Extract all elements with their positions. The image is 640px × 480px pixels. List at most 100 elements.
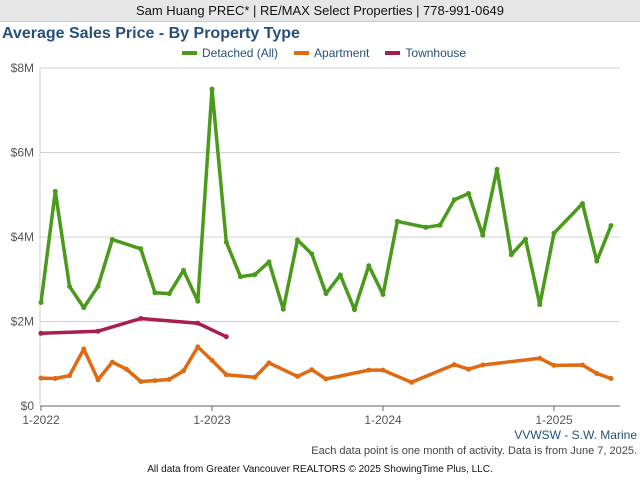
data-point-apartment[interactable] [409,379,414,385]
data-point-detached[interactable] [437,222,443,228]
data-point-detached[interactable] [508,252,514,258]
data-point-apartment[interactable] [537,355,543,361]
data-point-apartment[interactable] [52,376,58,381]
x-tick-label-2024: 1-2024 [364,413,402,427]
legend-item-townhouse[interactable]: Townhouse [385,46,466,60]
data-point-apartment[interactable] [480,362,486,368]
data-point-detached[interactable] [594,258,600,264]
data-point-apartment[interactable] [466,366,471,372]
data-point-detached[interactable] [280,306,286,312]
x-tick-label-2023: 1-2023 [193,413,231,427]
legend-swatch-townhouse [385,51,401,55]
header-bar: Sam Huang PREC* | RE/MAX Select Properti… [0,0,640,22]
data-point-apartment[interactable] [152,378,158,384]
data-point-detached[interactable] [166,291,172,297]
data-point-apartment[interactable] [380,367,386,373]
data-point-detached[interactable] [95,283,101,289]
data-point-detached[interactable] [466,191,471,196]
data-point-apartment[interactable] [309,367,315,373]
data-point-detached[interactable] [494,166,500,172]
data-point-apartment[interactable] [95,377,101,383]
data-point-detached[interactable] [38,300,44,305]
data-point-townhouse[interactable] [223,334,229,340]
data-point-detached[interactable] [81,305,87,311]
data-point-apartment[interactable] [38,375,44,381]
legend-swatch-apartment [294,51,310,55]
data-point-apartment[interactable] [181,368,186,374]
y-axis: $0 $2M $4M $6M $8M [11,61,35,413]
data-point-detached[interactable] [580,201,585,207]
data-point-apartment[interactable] [551,362,557,368]
data-point-townhouse[interactable] [95,328,101,334]
data-point-detached[interactable] [266,259,272,265]
x-axis: 1-2022 1-2023 1-2024 1-2025 [22,406,573,427]
data-point-apartment[interactable] [323,376,329,382]
x-tick-label-2025: 1-2025 [535,413,573,427]
data-point-detached[interactable] [394,218,400,224]
data-point-townhouse[interactable] [138,316,144,321]
data-point-detached[interactable] [608,223,614,229]
data-point-detached[interactable] [252,272,258,278]
data-point-apartment[interactable] [109,359,115,365]
y-tick-label-4m: $4M [11,230,34,244]
data-point-apartment[interactable] [195,344,201,350]
y-tick-label-0: $0 [21,399,35,413]
data-point-detached[interactable] [67,283,72,289]
data-point-detached[interactable] [537,302,543,308]
data-point-apartment[interactable] [252,374,258,380]
data-point-apartment[interactable] [580,362,585,368]
data-point-apartment[interactable] [266,360,272,366]
legend-swatch-detached [182,51,197,55]
data-point-detached[interactable] [551,230,557,236]
series-line-detached [39,87,613,312]
data-point-detached[interactable] [138,246,144,252]
data-point-apartment[interactable] [366,367,372,373]
data-point-townhouse[interactable] [38,330,44,336]
data-point-detached[interactable] [309,251,315,257]
data-point-detached[interactable] [223,239,229,245]
legend-item-apartment[interactable]: Apartment [294,46,369,60]
legend-label-townhouse: Townhouse [405,46,467,60]
data-point-detached[interactable] [423,224,429,230]
data-point-apartment[interactable] [209,357,215,363]
chart-series [38,86,614,385]
data-point-apartment[interactable] [124,366,129,372]
y-tick-label-8m: $8M [11,61,34,75]
legend-item-detached[interactable]: Detached (All) [182,46,278,60]
data-point-apartment[interactable] [451,362,457,368]
legend-label-apartment: Apartment [314,46,370,60]
data-point-detached[interactable] [152,290,158,296]
data-point-detached[interactable] [109,237,115,242]
data-point-detached[interactable] [380,292,386,297]
chart-title: Average Sales Price - By Property Type [2,25,300,42]
chart-grid [39,67,620,407]
x-tick-label-2022: 1-2022 [22,413,60,427]
data-point-detached[interactable] [295,237,300,243]
data-point-apartment[interactable] [81,346,87,352]
data-point-apartment[interactable] [223,372,229,378]
data-point-apartment[interactable] [608,376,614,381]
region-label: VVWSW - S.W. Marine [514,428,637,442]
data-point-detached[interactable] [52,188,58,194]
data-point-detached[interactable] [181,267,186,273]
data-point-townhouse[interactable] [195,320,201,326]
data-point-detached[interactable] [523,236,528,242]
data-point-apartment[interactable] [138,379,144,384]
data-point-detached[interactable] [366,263,372,269]
chart-legend: Detached (All) Apartment Townhouse [182,46,482,60]
data-point-detached[interactable] [323,291,329,297]
data-point-detached[interactable] [352,307,357,313]
data-point-detached[interactable] [451,197,457,203]
legend-label-detached: Detached (All) [202,46,279,60]
header-text: Sam Huang PREC* | RE/MAX Select Properti… [135,3,505,18]
data-point-detached[interactable] [195,298,201,304]
data-point-detached[interactable] [238,274,243,280]
data-point-detached[interactable] [337,272,343,278]
data-point-apartment[interactable] [295,373,300,379]
data-point-apartment[interactable] [594,371,600,376]
data-point-detached[interactable] [209,86,215,92]
data-point-apartment[interactable] [166,376,172,382]
data-point-apartment[interactable] [67,373,72,379]
data-point-detached[interactable] [480,232,486,238]
y-tick-label-6m: $6M [11,146,34,160]
